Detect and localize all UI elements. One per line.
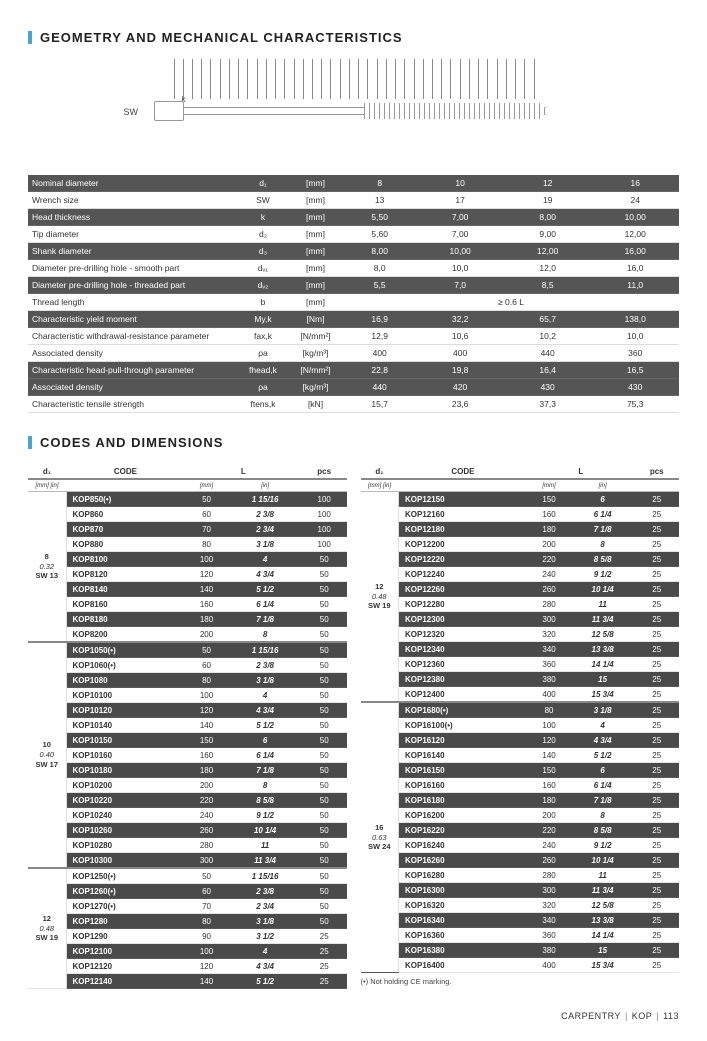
col-pcs: pcs: [634, 464, 679, 479]
geom-row: Tip diameterd₂[mm]5,607,009,0012,00: [28, 226, 679, 243]
table-row: KOP1080803 1/850: [28, 673, 347, 688]
table-row: KOP122402409 1/225: [361, 567, 680, 582]
table-row: KOP162402409 1/225: [361, 838, 680, 853]
table-row: KOP10150150650: [28, 733, 347, 748]
table-row: KOP8100100450: [28, 552, 347, 567]
page-footer: CARPENTRY|KOP|113: [28, 1011, 679, 1021]
table-row: KOP81201204 3/450: [28, 567, 347, 582]
table-row: KOP122802801125: [361, 597, 680, 612]
table-row: KOP1234034013 3/825: [361, 642, 680, 657]
table-row: KOP1626026010 1/425: [361, 853, 680, 868]
table-row: KOP162802801125: [361, 868, 680, 883]
col-d1: d₁: [361, 464, 399, 479]
col-code: CODE: [399, 464, 528, 479]
table-row: KOP1230030011 3/425: [361, 612, 680, 627]
table-row: 80.32SW 13KOP850(•)501 15/16100: [28, 492, 347, 507]
geom-row: Head thicknessk[mm]5,507,008,0010,00: [28, 209, 679, 226]
section-title-geometry: GEOMETRY AND MECHANICAL CHARACTERISTICS: [28, 30, 679, 45]
geom-row: Characteristic tensile strengthftens,k[k…: [28, 396, 679, 413]
geom-row: Shank diameterd₃[mm]8,0010,0012,0016,00: [28, 243, 679, 260]
table-row: KOP10100100450: [28, 688, 347, 703]
table-row: KOP880803 1/8100: [28, 537, 347, 552]
geom-row: Diameter pre-drilling hole - threaded pa…: [28, 277, 679, 294]
table-row: KOP122202208 5/825: [361, 552, 680, 567]
table-row: KOP1226026010 1/425: [361, 582, 680, 597]
table-row: KOP12100100425: [28, 944, 347, 959]
col-code: CODE: [66, 464, 185, 479]
table-row: KOP161801807 1/825: [361, 793, 680, 808]
diagram-sw-label: SW: [124, 107, 139, 117]
table-row: KOP1232032012 5/825: [361, 627, 680, 642]
table-row: KOP1030030011 3/450: [28, 853, 347, 869]
geom-row: Characteristic yield momentMy,k[Nm]16,93…: [28, 311, 679, 328]
table-row: KOP1634034013 3/825: [361, 913, 680, 928]
table-row: KOP163803801525: [361, 943, 680, 958]
geom-row: Thread lengthb[mm] ≥ 0.6 L: [28, 294, 679, 311]
section-title-codes: CODES AND DIMENSIONS: [28, 435, 679, 450]
table-row: KOP102402409 1/250: [28, 808, 347, 823]
table-row: KOP101801807 1/850: [28, 763, 347, 778]
table-row: KOP121401405 1/225: [28, 974, 347, 989]
table-row: KOP1280803 1/850: [28, 914, 347, 929]
table-row: KOP121801807 1/825: [361, 522, 680, 537]
table-row: KOP81401405 1/250: [28, 582, 347, 597]
table-row: KOP123803801525: [361, 672, 680, 687]
table-row: 120.48SW 19KOP1250(•)501 15/1650: [28, 868, 347, 884]
table-row: 100.40SW 17KOP1050(•)501 15/1650: [28, 642, 347, 658]
table-row: KOP101201204 3/450: [28, 703, 347, 718]
table-row: KOP1632032012 5/825: [361, 898, 680, 913]
table-row: KOP1026026010 1/450: [28, 823, 347, 838]
table-row: KOP161201204 3/425: [361, 733, 680, 748]
col-L: L: [185, 464, 302, 479]
table-row: KOP102202208 5/850: [28, 793, 347, 808]
table-row: KOP8200200850: [28, 627, 347, 643]
table-row: KOP860602 3/8100: [28, 507, 347, 522]
geom-row: Characteristic withdrawal-resistance par…: [28, 328, 679, 345]
geom-row: Wrench sizeSW[mm]13171924: [28, 192, 679, 209]
col-pcs: pcs: [302, 464, 347, 479]
table-row: KOP10200200850: [28, 778, 347, 793]
col-d1: d₁: [28, 464, 66, 479]
table-row: KOP1270(•)702 3/450: [28, 899, 347, 914]
col-L: L: [527, 464, 634, 479]
table-row: KOP121201204 3/425: [28, 959, 347, 974]
table-row: KOP1260(•)602 3/850: [28, 884, 347, 899]
table-row: KOP81601606 1/450: [28, 597, 347, 612]
codes-table-right: d₁ CODE L pcs [mm] [in] [mm] [in] 120.48…: [361, 464, 680, 973]
footnote: (•) Not holding CE marking.: [361, 977, 680, 986]
table-row: KOP16100(•)100425: [361, 718, 680, 733]
table-row: KOP1240040015 3/425: [361, 687, 680, 703]
table-row: 160.63SW 24KOP1680(•)803 1/825: [361, 702, 680, 718]
geometry-table: Nominal diameterd₁[mm]8101216Wrench size…: [28, 175, 679, 413]
table-row: KOP102802801150: [28, 838, 347, 853]
table-row: KOP161601606 1/425: [361, 778, 680, 793]
screw-diagram: SW k: [28, 59, 679, 161]
table-row: KOP16200200825: [361, 808, 680, 823]
table-row: KOP1630030011 3/425: [361, 883, 680, 898]
table-row: KOP101601606 1/450: [28, 748, 347, 763]
geom-row: Diameter pre-drilling hole - smooth part…: [28, 260, 679, 277]
codes-table-left: d₁ CODE L pcs [mm] [in] [mm] [in] 80.32S…: [28, 464, 347, 989]
table-row: KOP162202208 5/825: [361, 823, 680, 838]
table-row: KOP121601606 1/425: [361, 507, 680, 522]
table-row: KOP1060(•)602 3/850: [28, 658, 347, 673]
table-row: KOP870702 3/4100: [28, 522, 347, 537]
geom-row: Associated densityρa[kg/m³]400400440360: [28, 345, 679, 362]
geom-row: Associated densityρa[kg/m³]440420430430: [28, 379, 679, 396]
geom-row: Characteristic head-pull-through paramet…: [28, 362, 679, 379]
table-row: KOP1636036014 1/425: [361, 928, 680, 943]
table-row: 120.48SW 19KOP12150150625: [361, 492, 680, 507]
table-row: KOP81801807 1/850: [28, 612, 347, 627]
table-row: KOP1290903 1/225: [28, 929, 347, 944]
table-row: KOP101401405 1/250: [28, 718, 347, 733]
table-row: KOP12200200825: [361, 537, 680, 552]
table-row: KOP16150150625: [361, 763, 680, 778]
table-row: KOP161401405 1/225: [361, 748, 680, 763]
table-row: KOP1236036014 1/425: [361, 657, 680, 672]
table-row: KOP1640040015 3/425: [361, 958, 680, 973]
geom-row: Nominal diameterd₁[mm]8101216: [28, 175, 679, 192]
